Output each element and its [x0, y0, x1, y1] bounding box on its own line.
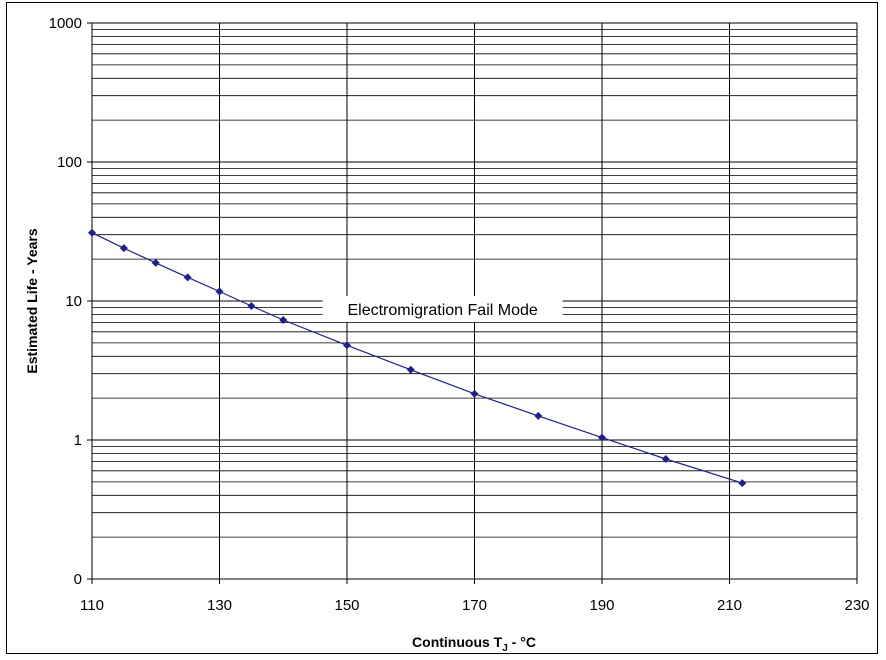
- x-axis-title-subscript: J: [502, 643, 508, 654]
- x-tick-label: 230: [844, 597, 869, 614]
- data-point: [279, 315, 288, 324]
- y-tick-label: 1: [74, 432, 82, 449]
- data-point: [151, 258, 160, 267]
- chart-frame: [6, 2, 878, 654]
- y-tick-label: 10: [65, 293, 82, 310]
- annotation-text: Electromigration Fail Mode: [347, 302, 537, 319]
- data-point: [406, 365, 415, 374]
- y-axis-title: Estimated Life - Years: [24, 228, 40, 373]
- data-point: [343, 341, 351, 350]
- y-tick-label: 0: [74, 571, 82, 588]
- data-point: [183, 273, 192, 282]
- data-point: [119, 244, 128, 253]
- data-point: [738, 479, 747, 488]
- series-line: [91, 232, 743, 484]
- annotation-background: [322, 296, 563, 322]
- x-tick-label: 130: [207, 597, 232, 614]
- x-tick-label: 110: [80, 597, 104, 614]
- series-group: [88, 228, 747, 488]
- y-tick-label: 1000: [49, 15, 82, 32]
- x-tick-label: 170: [462, 597, 487, 614]
- data-point: [88, 228, 96, 237]
- x-axis-title-suffix: - °C: [508, 634, 536, 650]
- data-point: [534, 411, 543, 420]
- data-point: [247, 302, 256, 311]
- x-axis-title: Continuous TJ - °C: [412, 634, 536, 654]
- y-tick-label: 100: [57, 154, 82, 171]
- x-tick-label: 150: [334, 597, 359, 614]
- data-point: [598, 433, 606, 442]
- x-tick-label: 210: [717, 597, 742, 614]
- annotation: Electromigration Fail Mode: [322, 296, 563, 322]
- data-point: [215, 287, 224, 296]
- data-point: [470, 389, 479, 398]
- x-tick-label: 190: [589, 597, 614, 614]
- data-point: [661, 454, 670, 463]
- x-axis-title-main: Continuous T: [412, 634, 503, 650]
